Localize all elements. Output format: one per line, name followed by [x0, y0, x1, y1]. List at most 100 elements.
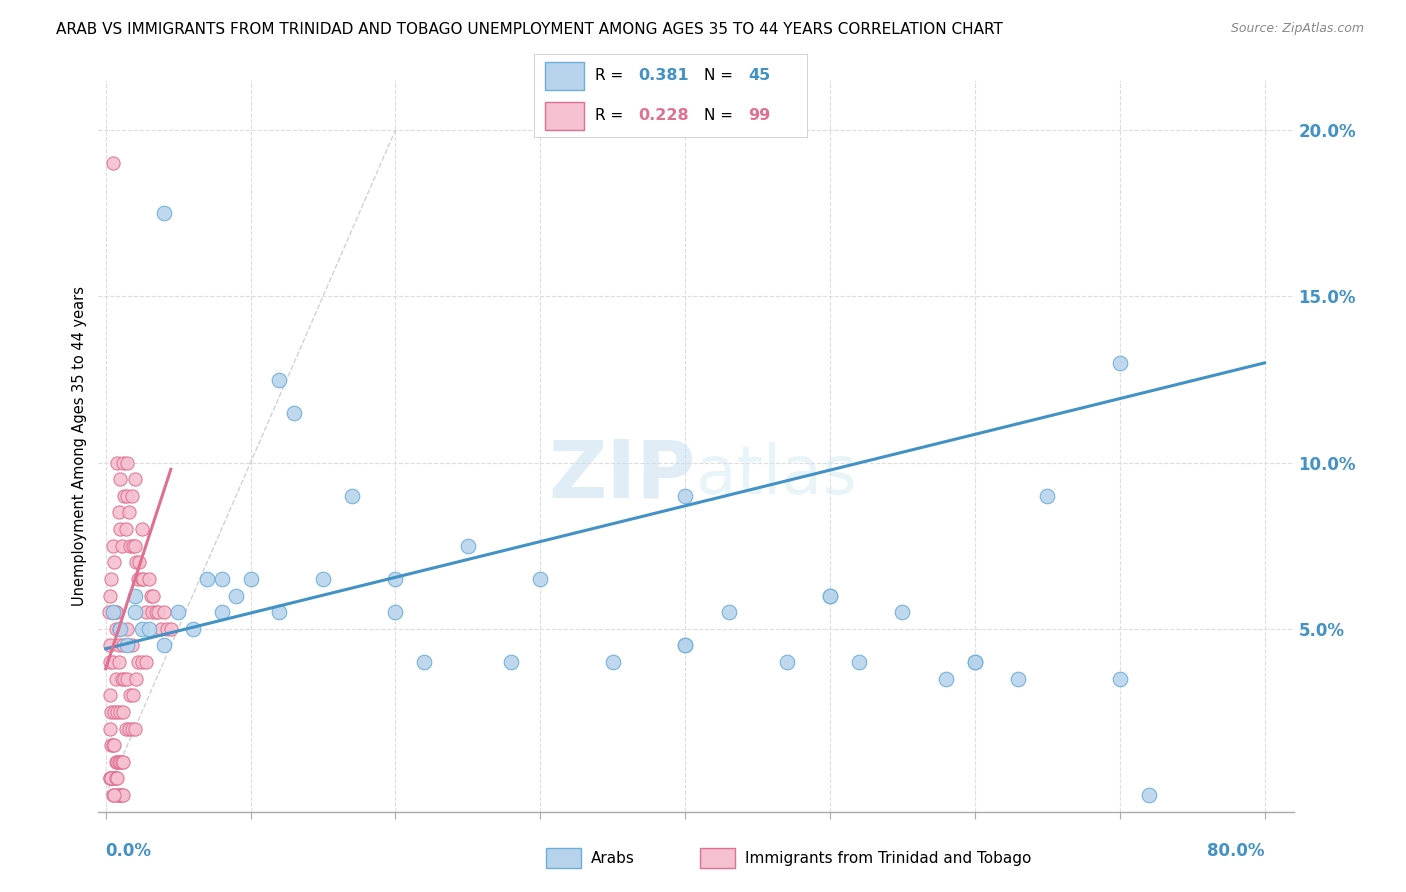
Point: [135, 605, 157, 619]
Text: N =: N =: [704, 69, 738, 84]
Text: atlas: atlas: [696, 442, 856, 508]
Text: 0.0%: 0.0%: [105, 842, 152, 860]
Point: [673, 489, 696, 503]
Point: [775, 655, 797, 669]
Point: [124, 605, 146, 619]
Point: [105, 456, 128, 470]
Point: [211, 572, 233, 586]
Point: [112, 456, 135, 470]
Point: [124, 539, 146, 553]
Point: [112, 788, 135, 802]
Point: [98, 589, 121, 603]
Point: [131, 522, 153, 536]
Point: [110, 672, 132, 686]
Point: [529, 572, 551, 586]
Point: [225, 589, 247, 603]
FancyBboxPatch shape: [546, 62, 583, 90]
Text: Immigrants from Trinidad and Tobago: Immigrants from Trinidad and Tobago: [745, 851, 1032, 865]
Point: [1108, 672, 1130, 686]
Point: [107, 788, 129, 802]
Point: [104, 772, 127, 786]
Point: [108, 788, 131, 802]
Text: 99: 99: [748, 108, 770, 123]
Point: [602, 655, 624, 669]
Point: [283, 406, 305, 420]
Point: [1007, 672, 1029, 686]
Point: [181, 622, 204, 636]
Point: [1036, 489, 1059, 503]
Point: [98, 655, 121, 669]
Point: [114, 489, 136, 503]
Point: [97, 605, 120, 619]
FancyBboxPatch shape: [546, 102, 583, 130]
Point: [239, 572, 262, 586]
Point: [141, 605, 163, 619]
Text: R =: R =: [595, 108, 627, 123]
Point: [104, 622, 127, 636]
Point: [98, 722, 121, 736]
Point: [103, 705, 125, 719]
Point: [112, 705, 135, 719]
Point: [107, 622, 129, 636]
Point: [103, 738, 125, 752]
Point: [121, 722, 143, 736]
Point: [167, 605, 190, 619]
Point: [848, 655, 870, 669]
Text: 45: 45: [748, 69, 770, 84]
Point: [108, 522, 131, 536]
Point: [101, 738, 124, 752]
Point: [963, 655, 986, 669]
Point: [110, 755, 132, 769]
Point: [110, 539, 132, 553]
Point: [963, 655, 986, 669]
Point: [124, 589, 146, 603]
Point: [105, 705, 128, 719]
Point: [114, 672, 136, 686]
Point: [104, 605, 127, 619]
Point: [103, 788, 125, 802]
Point: [100, 738, 122, 752]
Point: [117, 639, 139, 653]
Point: [105, 788, 128, 802]
Point: [127, 572, 149, 586]
Point: [98, 689, 121, 703]
Point: [132, 572, 155, 586]
Y-axis label: Unemployment Among Ages 35 to 44 years: Unemployment Among Ages 35 to 44 years: [72, 286, 87, 606]
Point: [818, 589, 841, 603]
Point: [108, 472, 131, 486]
Point: [152, 639, 174, 653]
Point: [100, 772, 122, 786]
Point: [457, 539, 479, 553]
Point: [120, 689, 142, 703]
Point: [101, 772, 124, 786]
Point: [125, 555, 148, 569]
Point: [122, 689, 145, 703]
Point: [127, 655, 149, 669]
Point: [122, 539, 145, 553]
Point: [105, 755, 128, 769]
Text: R =: R =: [595, 69, 627, 84]
Point: [131, 572, 153, 586]
Point: [101, 605, 124, 619]
Point: [501, 655, 523, 669]
Point: [128, 555, 150, 569]
Point: [138, 572, 160, 586]
Point: [98, 772, 121, 786]
Point: [101, 605, 124, 619]
Point: [108, 622, 131, 636]
Text: N =: N =: [704, 108, 738, 123]
Point: [118, 722, 141, 736]
Point: [101, 539, 124, 553]
Point: [717, 605, 740, 619]
Point: [121, 639, 143, 653]
Point: [145, 605, 167, 619]
Point: [120, 539, 142, 553]
Point: [104, 605, 127, 619]
Point: [124, 722, 146, 736]
Text: Source: ZipAtlas.com: Source: ZipAtlas.com: [1230, 22, 1364, 36]
Point: [384, 572, 406, 586]
Point: [131, 622, 153, 636]
Point: [138, 622, 160, 636]
Point: [103, 555, 125, 569]
Text: ARAB VS IMMIGRANTS FROM TRINIDAD AND TOBAGO UNEMPLOYMENT AMONG AGES 35 TO 44 YEA: ARAB VS IMMIGRANTS FROM TRINIDAD AND TOB…: [56, 22, 1002, 37]
